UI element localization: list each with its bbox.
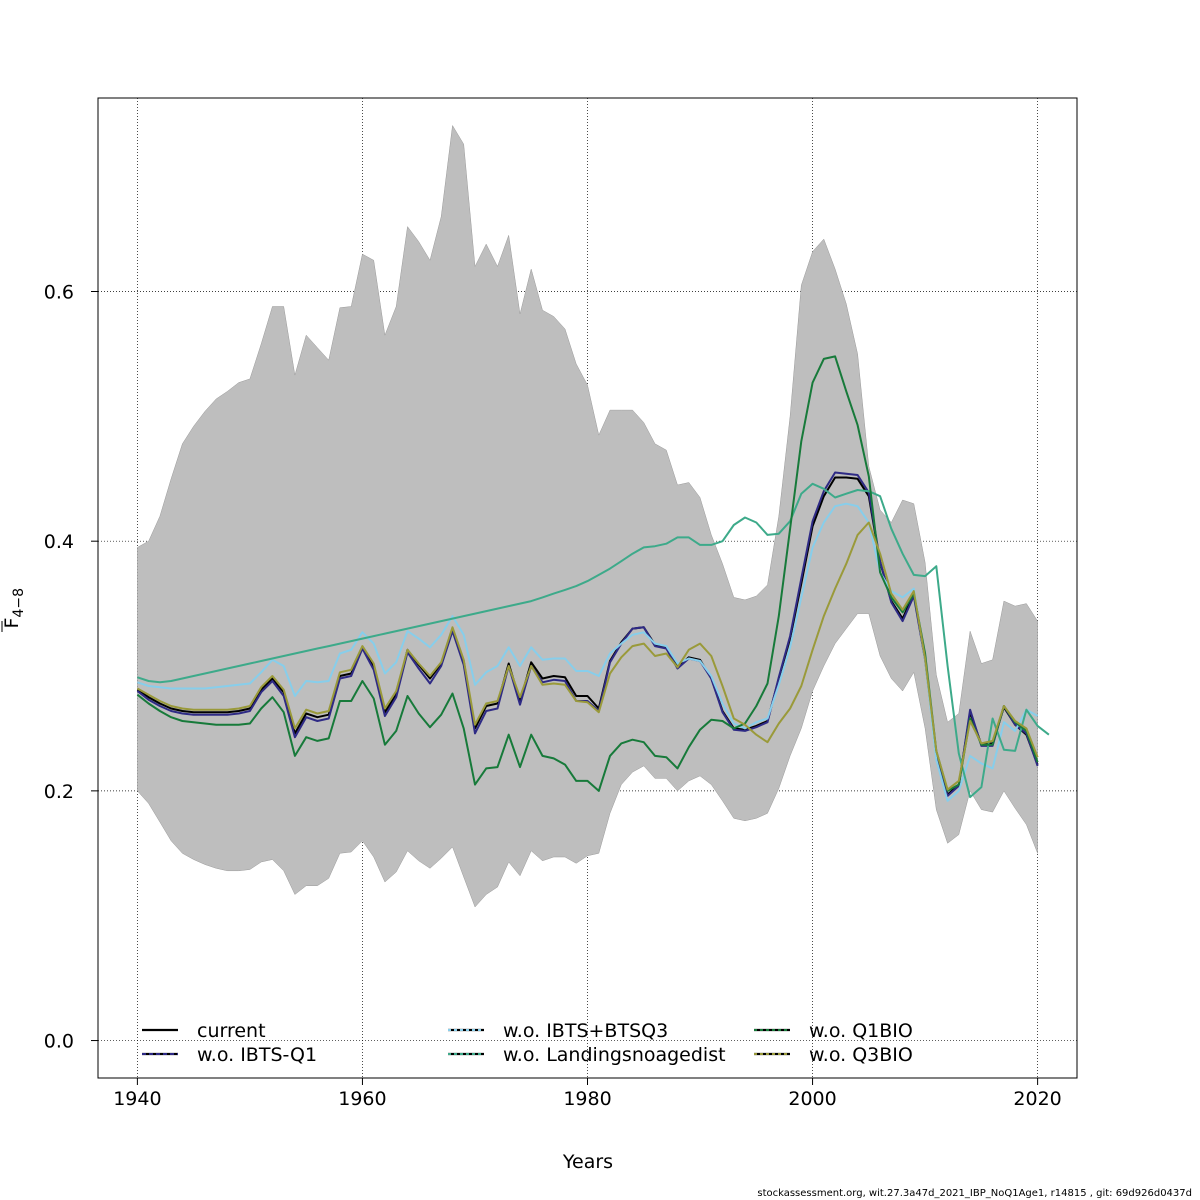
confidence-band-area	[137, 124, 1038, 908]
y-tick-label: 0.4	[44, 531, 74, 553]
legend-label: current	[197, 1020, 266, 1042]
legend-label: w.o. Landingsnoagedist	[503, 1044, 726, 1066]
x-axis-title: Years	[562, 1151, 613, 1173]
series-line-w-o-ibts-btsq3	[137, 502, 1039, 802]
series-line-w-o-q1bio	[136, 355, 1039, 792]
x-tick-label: 1960	[338, 1088, 386, 1110]
footer-credit: stockassessment.org, wit.27.3a47d_2021_I…	[757, 1188, 1192, 1199]
axes: 1940 1960 1980 2000 2020 0.0 0.2 0.4 0.6	[44, 282, 1062, 1110]
legend-label: w.o. IBTS-Q1	[197, 1044, 317, 1066]
svg-text:F4−8: F4−8	[1, 588, 27, 628]
y-tick-label: 0.0	[44, 1031, 74, 1053]
x-tick-label: 2000	[788, 1088, 836, 1110]
y-axis-title: F4−8	[1, 588, 27, 632]
y-axis-title-main: F	[1, 618, 23, 629]
series-lines	[136, 355, 1050, 802]
series-line-w-o-landingsnoagedist	[137, 482, 1050, 799]
y-tick-label: 0.6	[44, 282, 74, 304]
x-tick-label: 2020	[1013, 1088, 1061, 1110]
legend-label: w.o. Q3BIO	[809, 1044, 913, 1066]
series-line-w-o-q3bio	[136, 521, 1039, 791]
x-tick-label: 1940	[113, 1088, 161, 1110]
legend-label: w.o. Q1BIO	[809, 1020, 913, 1042]
legend-label: w.o. IBTS+BTSQ3	[503, 1020, 668, 1042]
confidence-band	[137, 124, 1038, 908]
y-axis-title-sub: 4−8	[11, 588, 27, 618]
x-tick-label: 1980	[563, 1088, 611, 1110]
y-tick-label: 0.2	[44, 781, 74, 803]
